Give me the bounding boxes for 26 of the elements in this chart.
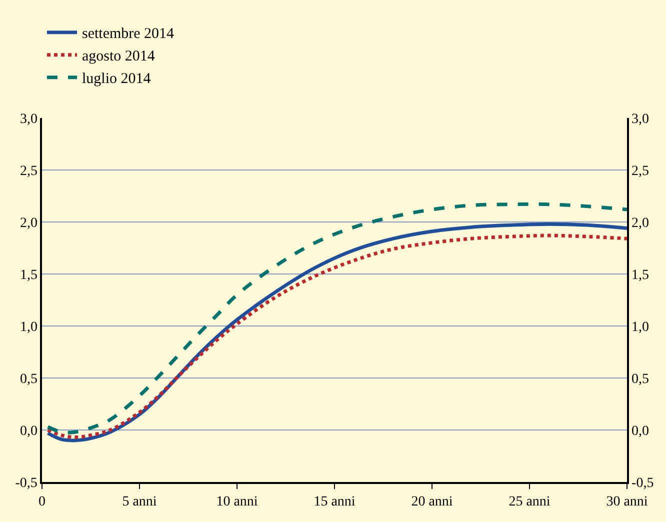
y-tick-label: -0,5 [15,476,38,491]
y2-tick-label: 1,0 [632,320,650,335]
x-tick-label: 10 anni [216,494,258,510]
x-tick-label: 20 anni [411,494,453,510]
x-tick-label: 30 anni [606,494,648,510]
x-tick-label: 0 [38,494,46,510]
legend-label: settembre 2014 [82,26,175,42]
y2-tick-label: -0,5 [632,476,654,491]
y2-tick-label: 0,5 [632,372,650,387]
y-tick-label: 2,0 [20,216,38,231]
y2-tick-label: 2,0 [632,216,650,231]
y-tick-label: 0,5 [20,372,38,387]
y2-tick-label: 1,5 [632,268,650,283]
x-tick-label: 5 anni [122,494,157,510]
y-tick-label: 2,5 [20,164,38,179]
y-tick-label: 1,5 [20,268,38,283]
y-tick-label: 1,0 [20,320,38,335]
x-tick-label: 15 anni [314,494,356,510]
y2-tick-label: 3,0 [632,112,650,127]
y2-tick-label: 2,5 [632,164,650,179]
y-tick-label: 3,0 [20,112,38,127]
x-tick-label: 25 anni [508,494,550,510]
legend-label: agosto 2014 [82,48,156,65]
legend-label: luglio 2014 [82,71,152,88]
y2-tick-label: 0,0 [632,424,650,439]
y-tick-label: 0,0 [20,424,38,439]
